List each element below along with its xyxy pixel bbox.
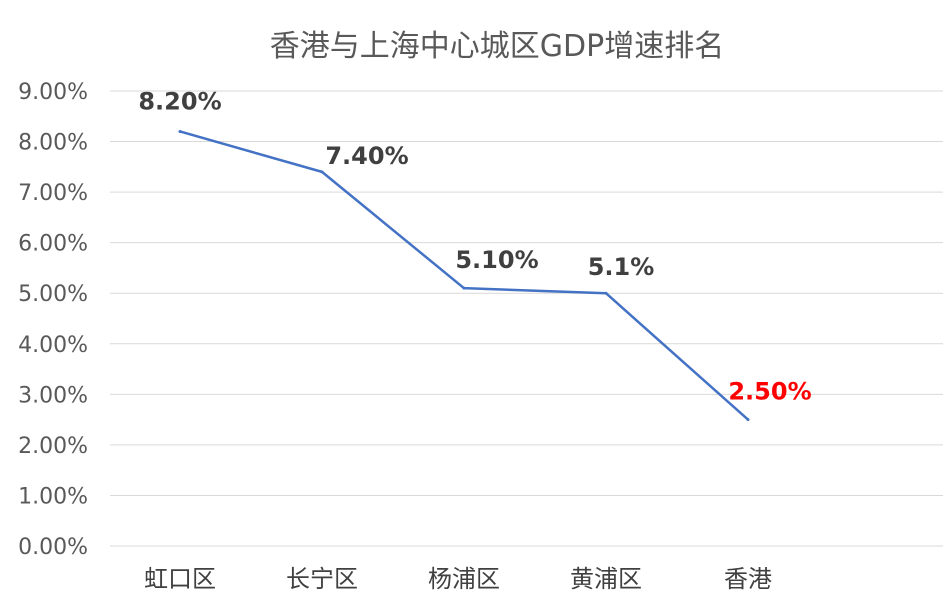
y-tick-label-8: 8.00% bbox=[18, 131, 88, 156]
y-tick-label-4: 4.00% bbox=[18, 333, 88, 358]
x-category-label-4: 香港 bbox=[724, 565, 772, 593]
x-category-label-1: 长宁区 bbox=[286, 565, 358, 593]
gridlines bbox=[110, 90, 943, 547]
y-tick-label-9: 9.00% bbox=[18, 80, 88, 105]
data-label-2: 5.10% bbox=[455, 246, 538, 274]
y-tick-label-7: 7.00% bbox=[18, 181, 88, 206]
data-point-1 bbox=[320, 170, 324, 174]
data-label-0: 8.20% bbox=[138, 87, 221, 115]
series-group bbox=[178, 129, 750, 422]
chart-title: 香港与上海中心城区GDP增速排名 bbox=[270, 29, 724, 64]
x-category-label-0: 虹口区 bbox=[144, 565, 216, 593]
y-tick-label-5: 5.00% bbox=[18, 282, 88, 307]
y-tick-label-3: 3.00% bbox=[18, 383, 88, 408]
data-point-4 bbox=[746, 418, 750, 422]
x-category-label-3: 黄浦区 bbox=[570, 565, 642, 593]
data-point-3 bbox=[604, 291, 608, 295]
x-category-label-2: 杨浦区 bbox=[428, 565, 500, 593]
data-label-4: 2.50% bbox=[728, 378, 811, 406]
y-axis-ticks: 0.00% 1.00% 2.00% 3.00% 4.00% 5.00% 6.00% 7.00%… bbox=[18, 80, 88, 560]
y-tick-label-2: 2.00% bbox=[18, 434, 88, 459]
y-tick-label-6: 6.00% bbox=[18, 232, 88, 257]
data-point-0 bbox=[178, 129, 182, 133]
data-labels: 8.20% 7.40% 5.10% 5.1% 2.50% bbox=[138, 87, 811, 405]
y-tick-label-0: 0.00% bbox=[18, 535, 88, 560]
data-label-1: 7.40% bbox=[325, 142, 408, 170]
y-tick-label-1: 1.00% bbox=[18, 484, 88, 509]
x-axis-categories: 虹口区 长宁区 杨浦区 黄浦区 香港 bbox=[144, 565, 772, 593]
series-line-0 bbox=[179, 130, 749, 421]
data-point-2 bbox=[462, 286, 466, 290]
data-label-3: 5.1% bbox=[588, 253, 655, 281]
